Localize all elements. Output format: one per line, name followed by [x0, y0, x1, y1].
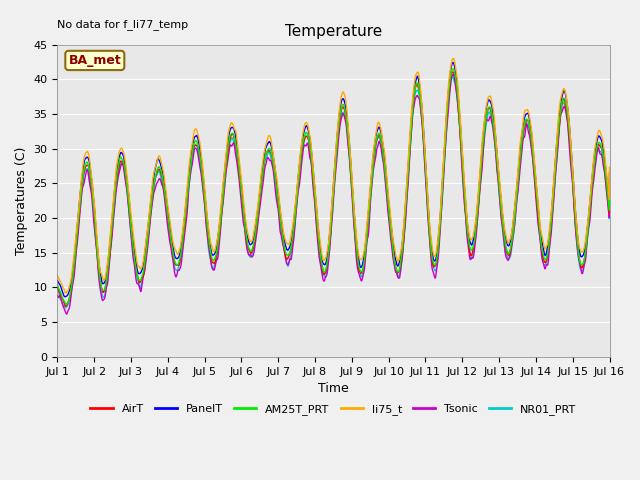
Title: Temperature: Temperature	[285, 24, 382, 39]
NR01_PRT	[208, 263, 216, 268]
NR01_PRT	[573, 237, 580, 242]
Line: AirT: AirT	[58, 72, 609, 306]
Line: Tsonic: Tsonic	[58, 74, 609, 314]
NR01_PRT	[495, 179, 502, 185]
Line: li75_t: li75_t	[58, 59, 609, 293]
li75_t	[605, 165, 613, 170]
NR01_PRT	[61, 305, 69, 311]
PanelT	[605, 169, 613, 175]
li75_t	[208, 243, 216, 249]
Tsonic	[362, 253, 369, 259]
Tsonic	[63, 312, 70, 317]
NR01_PRT	[362, 252, 369, 257]
AM25T_PRT	[349, 208, 357, 214]
PanelT	[573, 222, 580, 228]
li75_t	[573, 219, 580, 225]
Line: PanelT: PanelT	[58, 62, 609, 297]
AirT	[449, 69, 456, 75]
Tsonic	[495, 179, 502, 184]
AM25T_PRT	[557, 104, 565, 110]
li75_t	[54, 273, 61, 278]
PanelT	[61, 294, 68, 300]
X-axis label: Time: Time	[318, 382, 349, 395]
AirT	[605, 178, 613, 184]
AM25T_PRT	[63, 301, 70, 307]
Tsonic	[54, 293, 61, 299]
PanelT	[208, 251, 216, 256]
AM25T_PRT	[573, 229, 580, 235]
AM25T_PRT	[208, 254, 216, 260]
AM25T_PRT	[54, 282, 61, 288]
AM25T_PRT	[362, 247, 369, 252]
Tsonic	[605, 182, 613, 188]
Tsonic	[349, 216, 357, 222]
PanelT	[557, 98, 565, 104]
li75_t	[449, 56, 456, 61]
PanelT	[495, 166, 502, 172]
AM25T_PRT	[495, 173, 502, 179]
li75_t	[557, 94, 565, 99]
NR01_PRT	[605, 183, 613, 189]
AirT	[54, 285, 61, 290]
AM25T_PRT	[605, 175, 613, 181]
Tsonic	[557, 110, 565, 116]
Y-axis label: Temperatures (C): Temperatures (C)	[15, 146, 28, 255]
li75_t	[61, 290, 69, 296]
Tsonic	[449, 72, 457, 77]
PanelT	[54, 278, 61, 284]
AirT	[557, 106, 565, 112]
NR01_PRT	[54, 285, 61, 291]
Text: BA_met: BA_met	[68, 54, 121, 67]
PanelT	[362, 241, 369, 247]
PanelT	[449, 60, 457, 65]
Legend: AirT, PanelT, AM25T_PRT, li75_t, Tsonic, NR01_PRT: AirT, PanelT, AM25T_PRT, li75_t, Tsonic,…	[86, 400, 581, 420]
AirT	[62, 303, 70, 309]
NR01_PRT	[349, 213, 357, 218]
AirT	[362, 247, 369, 253]
PanelT	[349, 201, 357, 207]
li75_t	[349, 198, 357, 204]
AirT	[208, 258, 216, 264]
NR01_PRT	[557, 108, 565, 114]
Tsonic	[208, 263, 216, 269]
NR01_PRT	[449, 74, 456, 80]
li75_t	[495, 163, 502, 169]
AirT	[495, 174, 502, 180]
Text: No data for f_li77_temp: No data for f_li77_temp	[58, 20, 189, 31]
Tsonic	[573, 238, 580, 243]
Line: AM25T_PRT: AM25T_PRT	[58, 69, 609, 304]
li75_t	[362, 237, 369, 242]
AM25T_PRT	[449, 66, 457, 72]
Line: NR01_PRT: NR01_PRT	[58, 77, 609, 308]
AirT	[573, 232, 580, 238]
AirT	[349, 209, 357, 215]
